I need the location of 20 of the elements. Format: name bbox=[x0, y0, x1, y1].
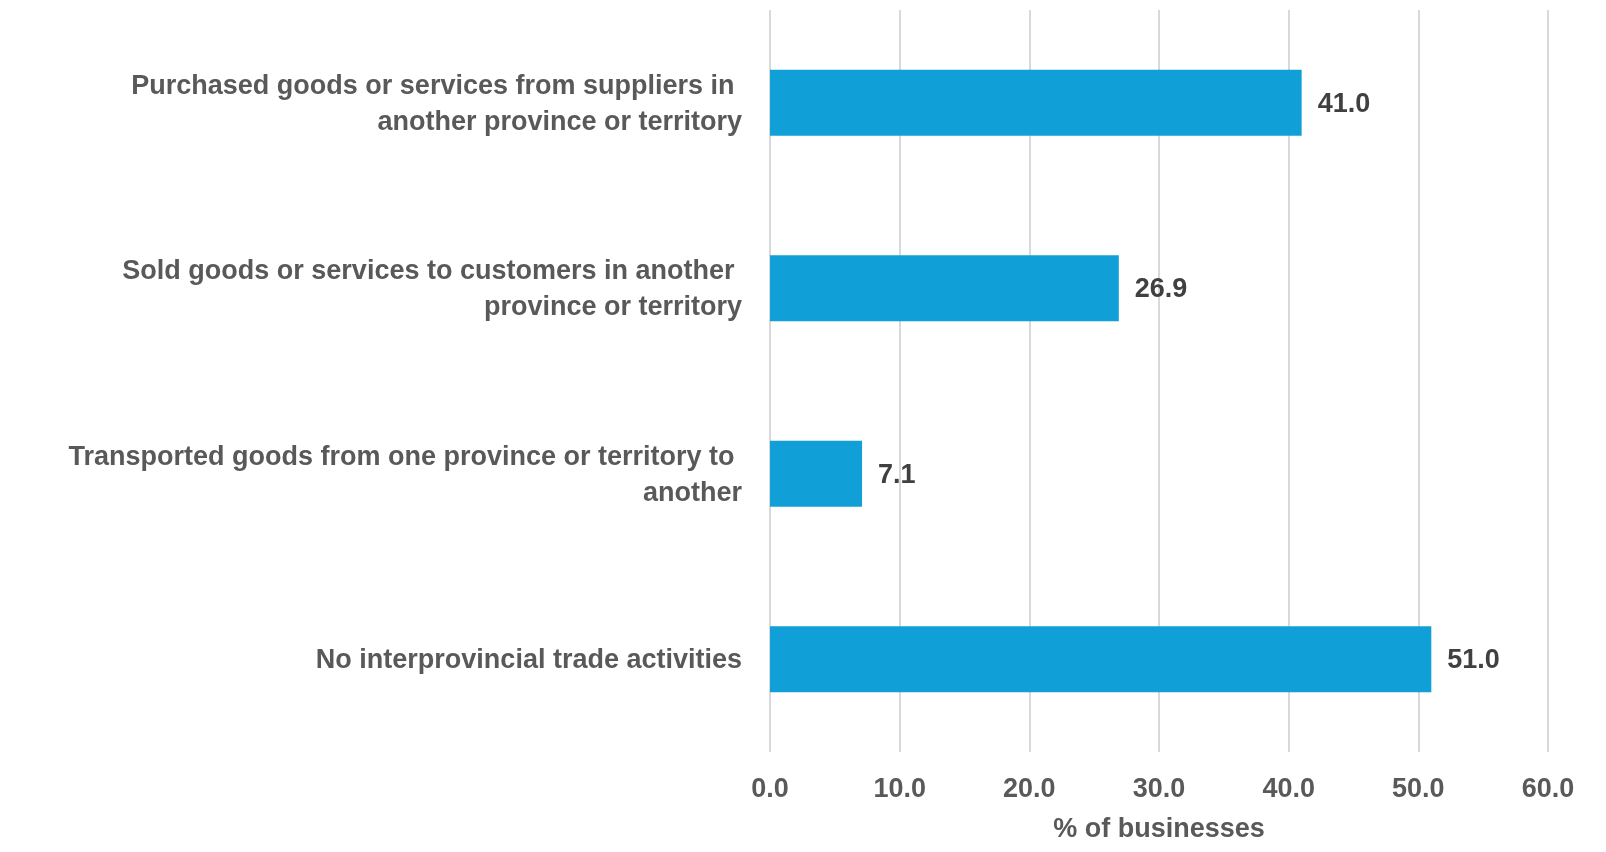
data-label: 26.9 bbox=[1134, 273, 1188, 304]
x-axis-title: % of businesses bbox=[1053, 812, 1265, 843]
x-tick-label: 10.0 bbox=[873, 772, 926, 803]
x-tick-label: 50.0 bbox=[1392, 772, 1445, 803]
data-label: 7.1 bbox=[878, 458, 916, 489]
bar bbox=[770, 626, 1432, 693]
bar bbox=[770, 255, 1119, 322]
x-tick-label: 30.0 bbox=[1132, 772, 1186, 803]
data-label: 41.0 bbox=[1317, 87, 1371, 118]
y-tick-label: No interprovincial trade activities bbox=[315, 644, 742, 675]
y-tick-label: Transported goods from one province or territory to another bbox=[68, 440, 743, 507]
x-tick-label: 60.0 bbox=[1521, 772, 1575, 803]
y-tick-label: Sold goods or services to customers in another province or territory bbox=[122, 255, 742, 322]
y-tick-label: Purchased goods or services from suppliers in another province or territory bbox=[131, 69, 742, 136]
x-tick-label: 40.0 bbox=[1262, 772, 1315, 803]
bar bbox=[770, 440, 863, 507]
x-tick-label: 0.0 bbox=[751, 772, 789, 803]
x-tick-label: 20.0 bbox=[1003, 772, 1056, 803]
bar bbox=[770, 69, 1302, 136]
data-label: 51.0 bbox=[1447, 644, 1500, 675]
